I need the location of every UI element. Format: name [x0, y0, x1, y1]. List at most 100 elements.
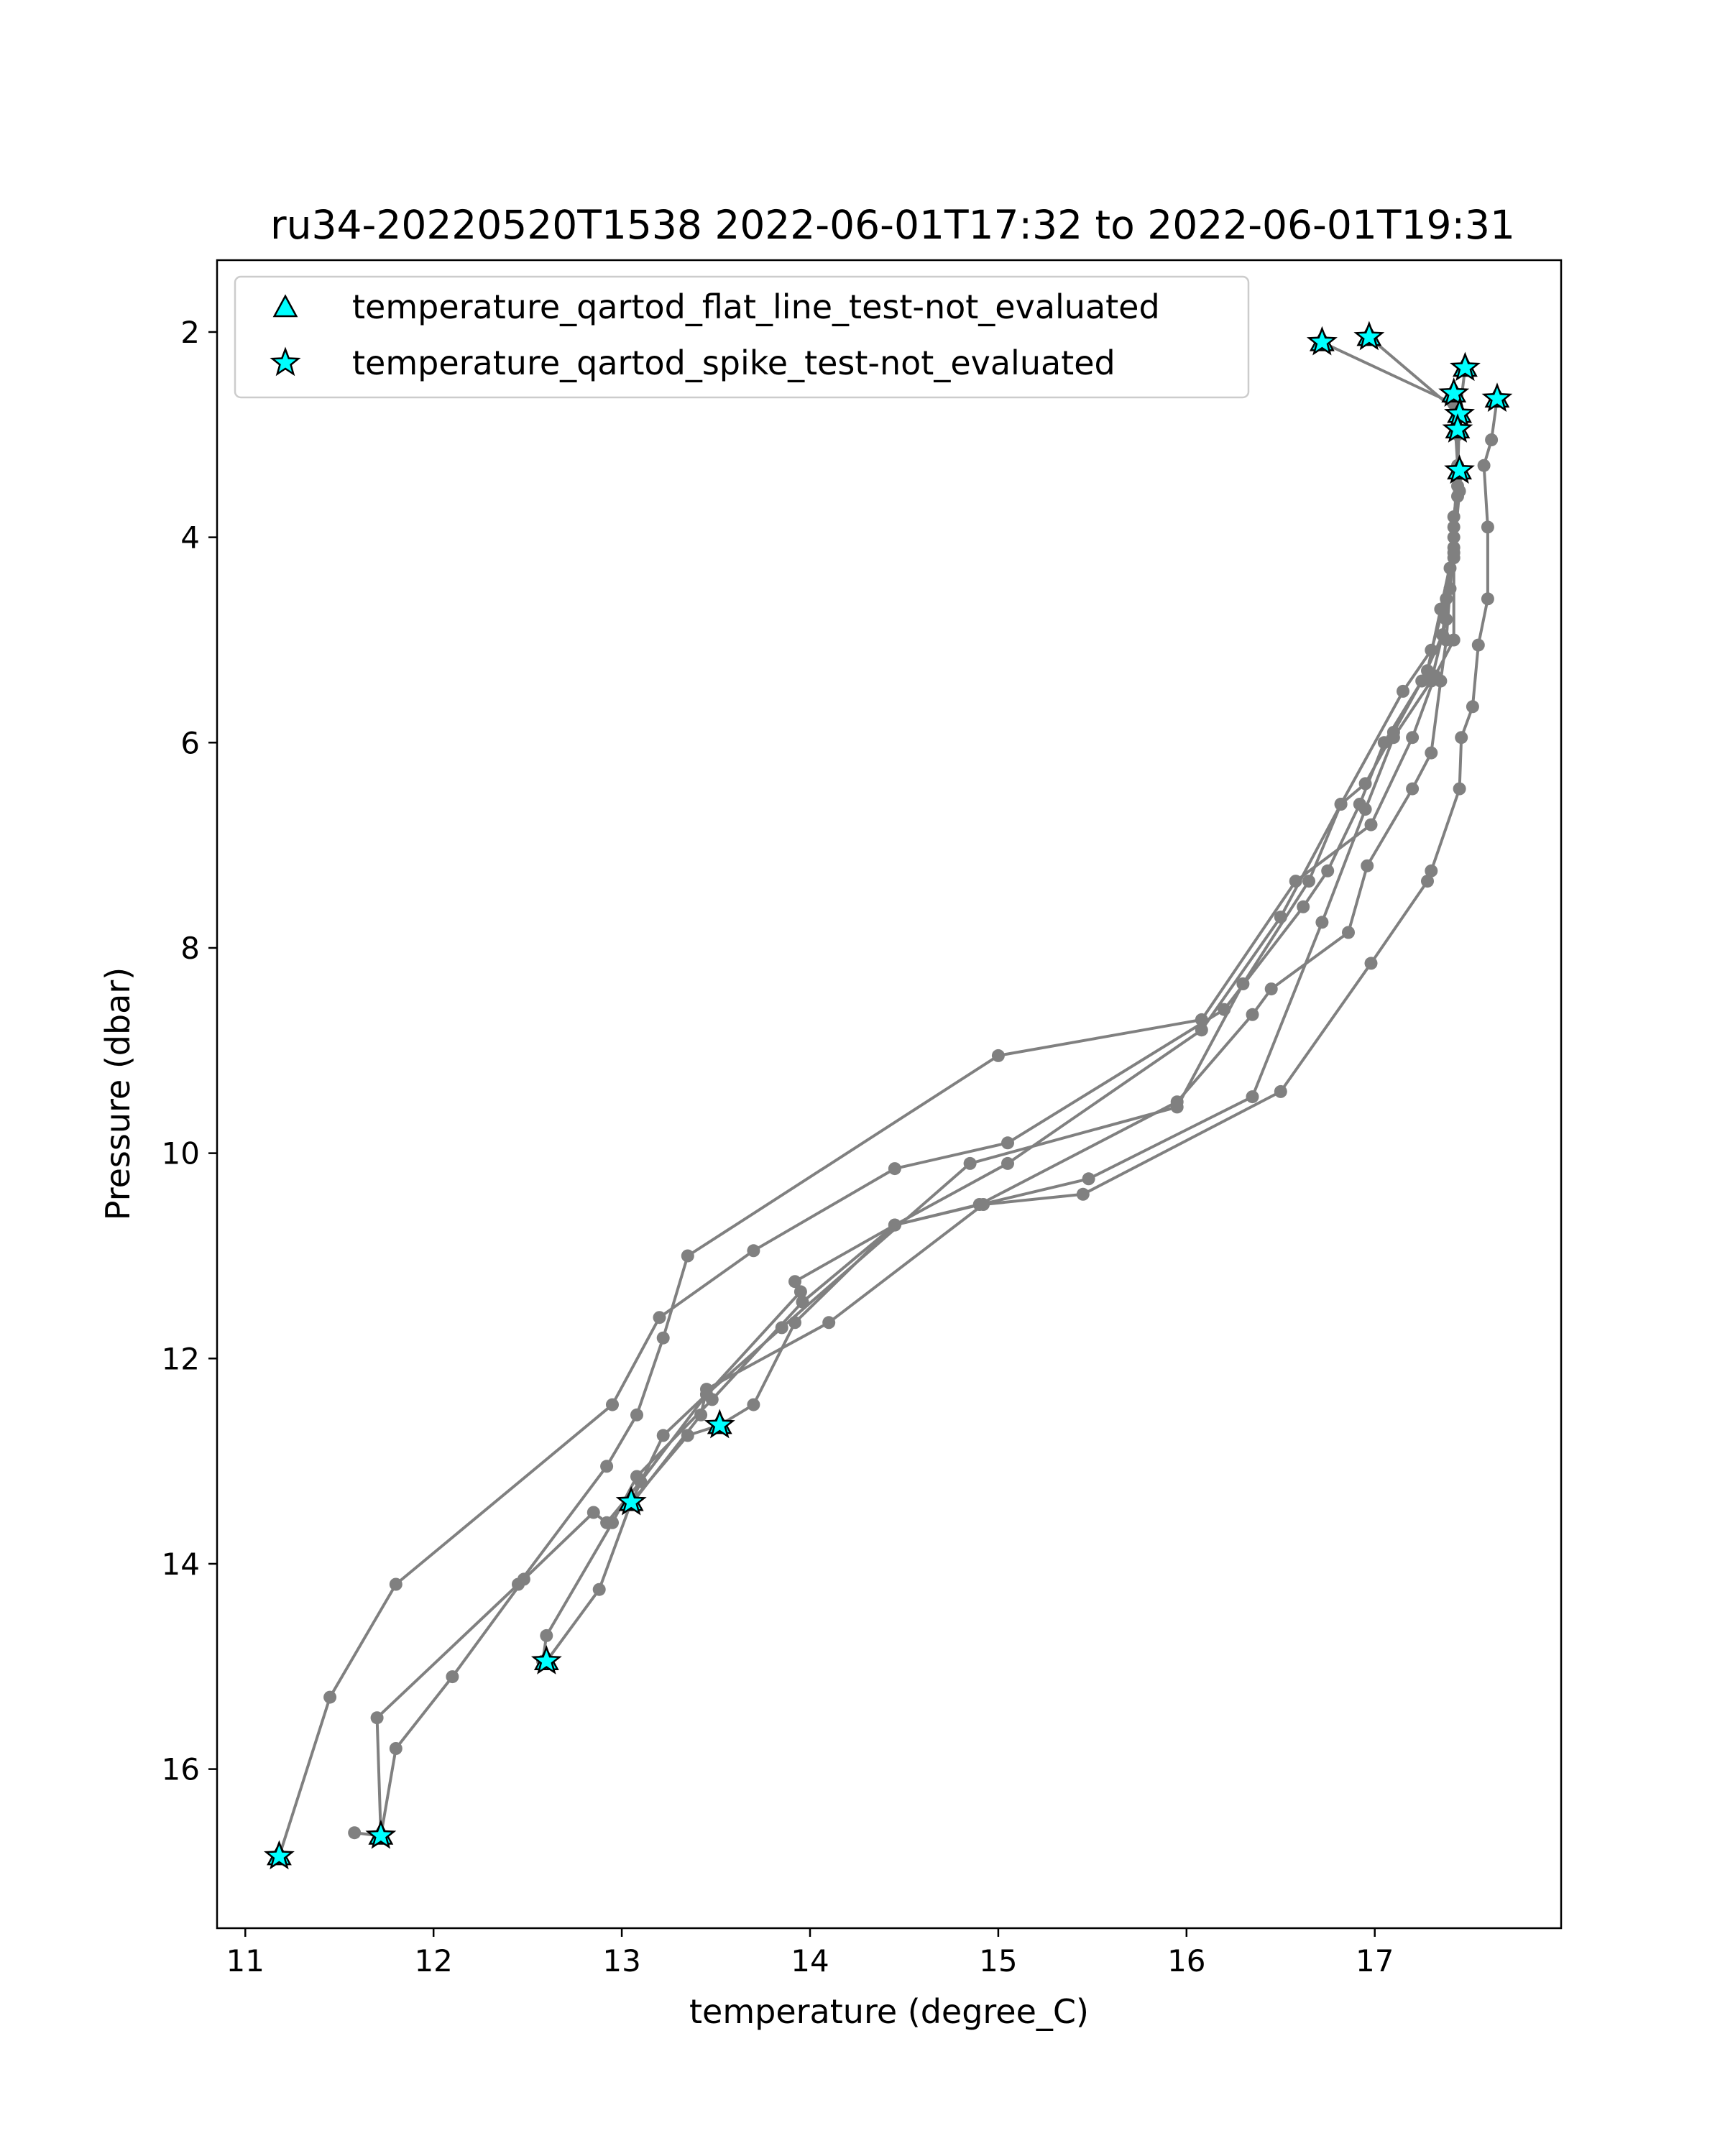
profile-point	[747, 1398, 760, 1411]
plot-area	[264, 321, 1513, 1870]
profile-point	[1443, 561, 1457, 575]
spike-flag-series	[264, 321, 1513, 1870]
profile-point	[1170, 1100, 1184, 1114]
profile-point	[370, 1711, 384, 1725]
profile-point	[1274, 911, 1287, 924]
x-tick-label: 15	[979, 1943, 1017, 1978]
legend-entry-star: temperature_qartod_spike_test-not_evalua…	[270, 344, 1116, 382]
profile-point	[1466, 700, 1479, 714]
profile-point	[512, 1577, 525, 1591]
profile-point	[1485, 433, 1499, 446]
y-tick-label: 4	[180, 520, 200, 556]
profile-point	[1246, 1090, 1259, 1104]
profile-point	[1218, 1003, 1231, 1016]
profile-point	[1302, 875, 1315, 888]
x-axis-ticks: 11 12 13 14 15 16 17	[226, 1928, 1394, 1978]
profile-point	[1453, 782, 1466, 796]
profile-point	[348, 1826, 362, 1840]
profile-series-7	[625, 484, 1466, 1509]
spike-flag-marker	[1442, 413, 1473, 443]
y-tick-label: 12	[162, 1341, 200, 1376]
profile-point	[1477, 459, 1491, 472]
profile-point	[1364, 818, 1378, 831]
profile-point	[822, 1316, 836, 1330]
profile-point	[700, 1388, 713, 1401]
profile-point	[1440, 612, 1453, 626]
profile-point	[747, 1244, 760, 1258]
profile-point	[991, 1049, 1005, 1062]
profile-point	[1342, 926, 1355, 939]
x-tick-label: 16	[1167, 1943, 1205, 1978]
profile-point	[323, 1690, 337, 1704]
profile-point	[1481, 520, 1494, 534]
profile-point	[1425, 746, 1438, 760]
profile-point	[656, 1429, 670, 1442]
profile-point	[600, 1460, 614, 1473]
profile-point	[586, 1506, 600, 1519]
profile-point	[1471, 638, 1485, 652]
profile-point	[796, 1295, 809, 1309]
profile-point	[1289, 875, 1302, 888]
profile-point	[1364, 957, 1378, 970]
profile-point	[1386, 731, 1400, 745]
profile-point	[656, 1331, 670, 1345]
profile-point	[630, 1408, 643, 1422]
profile-point	[1421, 875, 1434, 888]
profile-point	[389, 1742, 402, 1755]
spike-flag-marker	[365, 1819, 397, 1849]
y-axis-label: Pressure (dbar)	[98, 967, 137, 1220]
legend-label: temperature_qartod_spike_test-not_evalua…	[352, 344, 1116, 382]
x-axis-label: temperature (degree_C)	[689, 1992, 1089, 2031]
profile-point	[1246, 1008, 1259, 1021]
profile-point	[1321, 864, 1335, 877]
profile-point	[1481, 592, 1494, 606]
x-tick-label: 12	[414, 1943, 452, 1978]
profile-point	[681, 1429, 694, 1442]
profile-point	[1425, 864, 1438, 877]
profile-point	[653, 1311, 666, 1325]
y-tick-label: 8	[180, 931, 200, 966]
x-tick-label: 11	[226, 1943, 264, 1978]
profile-point	[681, 1249, 694, 1263]
y-tick-label: 16	[162, 1752, 200, 1787]
profile-point	[888, 1218, 901, 1232]
spike-flag-marker	[1481, 382, 1513, 413]
legend: temperature_qartod_flat_line_test-not_ev…	[234, 275, 1250, 399]
profile-point	[788, 1275, 801, 1289]
spike-flag-marker	[1306, 326, 1338, 356]
profile-point	[694, 1408, 708, 1422]
profile-point	[630, 1470, 643, 1483]
profile-point	[1297, 900, 1310, 913]
profile-point	[1397, 684, 1409, 698]
y-tick-label: 6	[180, 725, 200, 760]
profile-point	[1001, 1156, 1014, 1170]
legend-box	[234, 275, 1250, 399]
profile-point	[1358, 803, 1372, 816]
spike-flag-marker	[1444, 454, 1475, 484]
profile-point	[1406, 731, 1420, 745]
legend-entries: temperature_qartod_flat_line_test-not_ev…	[270, 287, 1160, 382]
profile-point	[1315, 916, 1329, 929]
spike-flag-marker	[1353, 321, 1385, 351]
profile-point	[1415, 674, 1429, 688]
chart-title: ru34-20220520T1538 2022-06-01T17:32 to 2…	[270, 202, 1515, 248]
spike-flag-marker	[530, 1645, 562, 1674]
legend-star-marker	[270, 346, 301, 377]
spike-flag-marker	[704, 1409, 735, 1439]
profile-point	[963, 1156, 977, 1170]
spike-flag-marker	[615, 1485, 647, 1516]
profile-point	[888, 1162, 901, 1176]
profile-point	[1447, 633, 1460, 647]
profile-point	[1455, 731, 1468, 745]
x-tick-label: 13	[602, 1943, 640, 1978]
profile-point	[1425, 674, 1438, 688]
profile-point	[1447, 546, 1460, 560]
profile-point	[1001, 1136, 1014, 1150]
profile-point	[446, 1670, 459, 1684]
y-axis-ticks: 2 4 6 8 10 12 14 16	[162, 315, 217, 1787]
legend-label: temperature_qartod_flat_line_test-not_ev…	[352, 287, 1160, 326]
spike-flag-marker	[1450, 351, 1481, 382]
profile-point	[1082, 1172, 1095, 1186]
axes-frame	[216, 259, 1563, 1930]
